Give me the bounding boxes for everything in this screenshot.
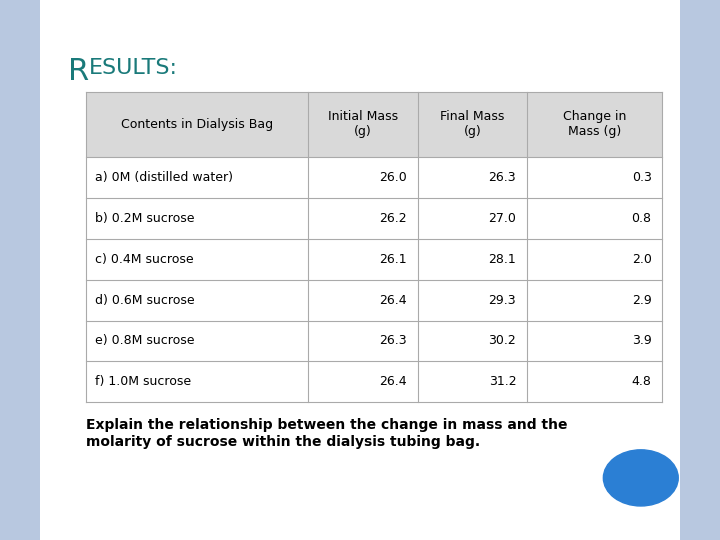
Text: 31.2: 31.2: [489, 375, 516, 388]
Text: ESULTS:: ESULTS:: [89, 58, 178, 78]
FancyBboxPatch shape: [86, 361, 662, 402]
Text: 2.9: 2.9: [632, 294, 652, 307]
Text: Initial Mass
(g): Initial Mass (g): [328, 110, 398, 138]
Text: e) 0.8M sucrose: e) 0.8M sucrose: [95, 334, 194, 347]
Text: 29.3: 29.3: [489, 294, 516, 307]
Text: b) 0.2M sucrose: b) 0.2M sucrose: [95, 212, 194, 225]
FancyBboxPatch shape: [86, 321, 662, 361]
Text: 26.4: 26.4: [379, 375, 407, 388]
FancyBboxPatch shape: [86, 239, 662, 280]
Text: 26.2: 26.2: [379, 212, 407, 225]
FancyBboxPatch shape: [86, 157, 662, 198]
Text: Contents in Dialysis Bag: Contents in Dialysis Bag: [121, 118, 274, 131]
Text: R: R: [68, 57, 90, 86]
Text: Final Mass
(g): Final Mass (g): [440, 110, 505, 138]
FancyBboxPatch shape: [86, 92, 662, 157]
Text: 27.0: 27.0: [488, 212, 516, 225]
Text: Explain the relationship between the change in mass and the
molarity of sucrose : Explain the relationship between the cha…: [86, 418, 568, 449]
Text: 3.9: 3.9: [632, 334, 652, 347]
Text: f) 1.0M sucrose: f) 1.0M sucrose: [95, 375, 192, 388]
Text: 30.2: 30.2: [488, 334, 516, 347]
Text: 26.0: 26.0: [379, 171, 407, 184]
Text: Change in
Mass (g): Change in Mass (g): [563, 110, 626, 138]
FancyBboxPatch shape: [40, 0, 680, 540]
Circle shape: [603, 450, 678, 506]
Text: d) 0.6M sucrose: d) 0.6M sucrose: [95, 294, 194, 307]
Text: 2.0: 2.0: [631, 253, 652, 266]
FancyBboxPatch shape: [0, 0, 40, 540]
Text: 0.3: 0.3: [631, 171, 652, 184]
Text: 28.1: 28.1: [488, 253, 516, 266]
Text: 4.8: 4.8: [631, 375, 652, 388]
Text: 26.4: 26.4: [379, 294, 407, 307]
Text: 26.3: 26.3: [379, 334, 407, 347]
Text: 26.3: 26.3: [489, 171, 516, 184]
Text: c) 0.4M sucrose: c) 0.4M sucrose: [95, 253, 194, 266]
FancyBboxPatch shape: [86, 280, 662, 321]
Text: a) 0M (distilled water): a) 0M (distilled water): [95, 171, 233, 184]
FancyBboxPatch shape: [680, 0, 720, 540]
FancyBboxPatch shape: [86, 198, 662, 239]
Text: 0.8: 0.8: [631, 212, 652, 225]
Text: 26.1: 26.1: [379, 253, 407, 266]
